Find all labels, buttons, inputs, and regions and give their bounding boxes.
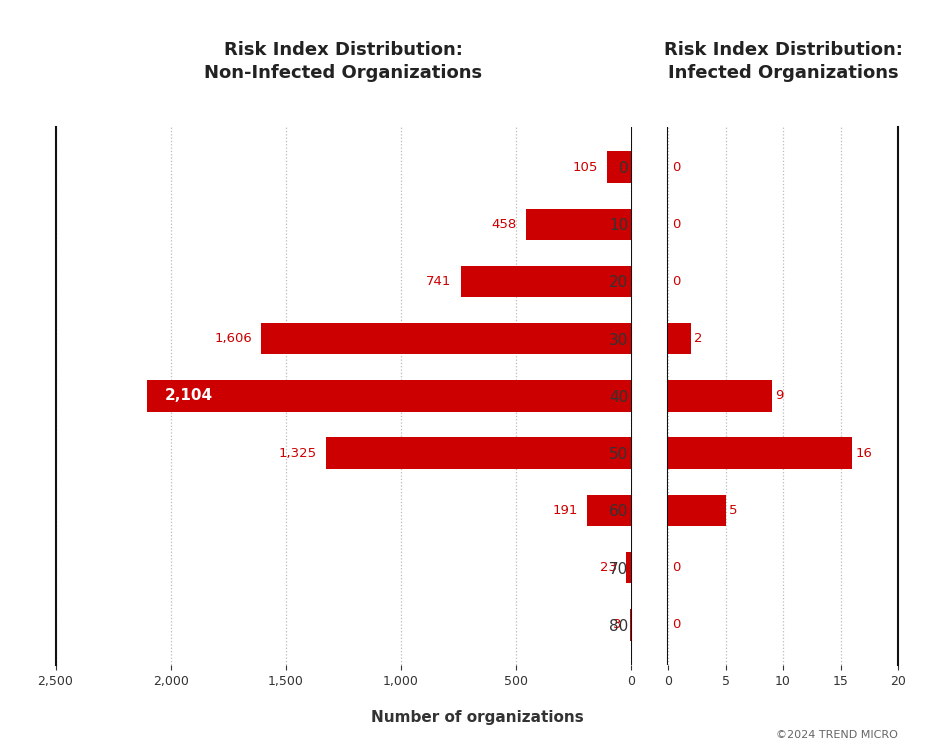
Text: 2: 2 [694,332,703,345]
Text: 191: 191 [553,503,578,517]
Text: 741: 741 [426,275,451,288]
Text: 1,325: 1,325 [279,447,317,459]
Bar [668,495,726,526]
Text: 105: 105 [572,161,598,173]
Bar [261,323,632,354]
Text: 1,606: 1,606 [215,332,252,345]
Bar [526,208,632,240]
Text: Number of organizations: Number of organizations [370,710,583,725]
Text: 2,104: 2,104 [165,388,213,403]
Bar [460,266,632,297]
Text: 3: 3 [613,619,621,631]
Bar [668,380,771,412]
Bar [146,380,632,412]
Text: 0: 0 [672,619,681,631]
Text: 16: 16 [856,447,872,459]
Bar [626,552,632,583]
Text: 0: 0 [672,561,681,574]
Text: Risk Index Distribution:
Non-Infected Organizations: Risk Index Distribution: Non-Infected Or… [205,40,482,82]
Text: 458: 458 [491,218,517,231]
Bar [607,152,632,183]
Text: 23: 23 [600,561,617,574]
Text: 9: 9 [775,389,783,403]
Bar [326,438,632,469]
Text: 0: 0 [672,275,681,288]
Bar [668,323,691,354]
Text: ©2024 TREND MICRO: ©2024 TREND MICRO [776,730,898,740]
Text: Risk Index Distribution:
Infected Organizations: Risk Index Distribution: Infected Organi… [664,40,903,82]
Bar [587,495,632,526]
Bar [668,438,852,469]
Text: 0: 0 [672,218,681,231]
Text: 5: 5 [729,503,737,517]
Text: 0: 0 [672,161,681,173]
